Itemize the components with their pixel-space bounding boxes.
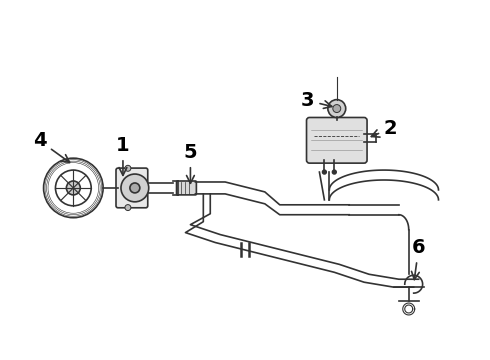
Circle shape — [125, 204, 131, 211]
Circle shape — [333, 105, 341, 113]
Circle shape — [328, 100, 346, 117]
Text: 2: 2 — [371, 119, 397, 138]
FancyBboxPatch shape — [307, 117, 367, 163]
Text: 5: 5 — [184, 143, 197, 183]
Circle shape — [125, 165, 131, 171]
FancyBboxPatch shape — [116, 168, 148, 208]
Circle shape — [66, 181, 80, 195]
Circle shape — [332, 170, 336, 174]
Text: 6: 6 — [412, 238, 425, 280]
FancyBboxPatch shape — [176, 181, 196, 195]
Text: 3: 3 — [301, 91, 332, 110]
Circle shape — [130, 183, 140, 193]
Circle shape — [322, 170, 326, 174]
Text: 4: 4 — [33, 131, 70, 162]
Text: 1: 1 — [116, 136, 130, 175]
Circle shape — [121, 174, 149, 202]
